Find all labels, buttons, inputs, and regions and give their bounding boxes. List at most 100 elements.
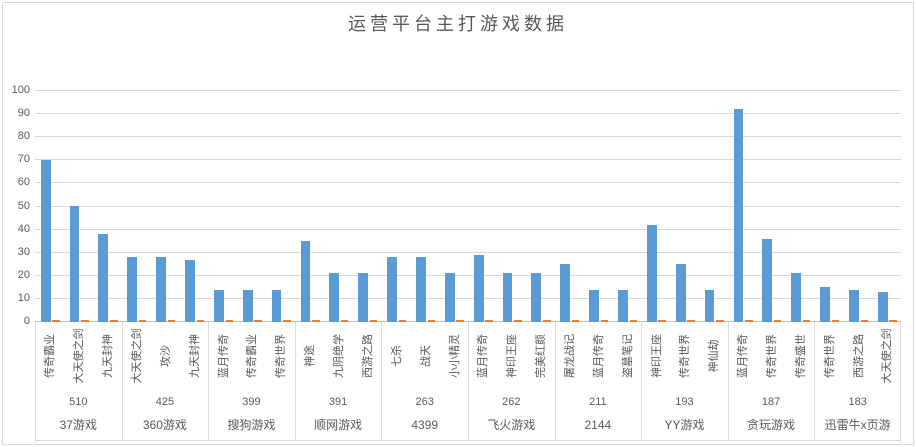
value-bar (618, 290, 628, 322)
value-bar (704, 290, 715, 322)
bar-group-game-labels: 传奇霸业 大天使之剑 九天封神 (35, 322, 122, 390)
group-total-label: 183 (848, 396, 867, 408)
game-label: 大天使之剑 (73, 328, 86, 384)
value-bar (877, 292, 888, 322)
category-groups: 传奇霸业 大天使之剑 九天封神 510 37游戏 大天使之剑 攻沙 九天封神 425 360游戏 蓝… (35, 91, 901, 441)
game-label-cell: 传奇世界 (670, 322, 699, 390)
value-bar (733, 109, 744, 322)
bar-cell (179, 91, 208, 322)
game-label: 攻沙 (159, 345, 172, 367)
marker-bar (52, 320, 60, 322)
gridline (35, 90, 901, 91)
marker-bar (687, 320, 695, 322)
marker-bar (543, 320, 551, 322)
game-label-cell: 神印王座 (497, 322, 526, 390)
y-axis-tick-label: 60 (17, 176, 30, 189)
game-label: 盗墓笔记 (621, 334, 634, 378)
bar-group-bars (641, 91, 728, 322)
value-bar (762, 239, 773, 322)
bar-group-game-labels: 蓝月传奇 传奇霸业 传奇世界 (208, 322, 295, 390)
game-label-cell: 屠龙战记 (555, 322, 584, 390)
chart-title: 运营平台主打游戏数据 (348, 14, 568, 34)
gridline (35, 205, 901, 207)
group-separator (900, 322, 901, 440)
bar-group-game-labels: 大天使之剑 攻沙 九天封神 (122, 322, 209, 390)
bar-cell (439, 91, 468, 322)
bar-cell (468, 91, 497, 322)
bar-cell (353, 91, 382, 322)
marker-bar (456, 320, 464, 322)
value-bar (358, 273, 369, 322)
game-label-cell: 大天使之剑 (64, 322, 93, 390)
game-label: 神印王座 (506, 334, 519, 378)
game-label: 神仙劫 (708, 339, 721, 373)
game-label: 屠龙战记 (563, 334, 576, 378)
bar-group: 大天使之剑 攻沙 九天封神 425 360游戏 (122, 91, 209, 441)
bar-cell (526, 91, 555, 322)
y-axis-tick-label: 20 (17, 268, 30, 281)
platform-label: 贪玩游戏 (747, 418, 796, 432)
value-bar (185, 260, 195, 322)
game-label-cell: 传奇世界 (266, 322, 295, 390)
y-axis-tick-label: 10 (17, 291, 30, 304)
value-bar (473, 255, 484, 322)
game-label: 传奇世界 (679, 334, 692, 378)
game-label: 蓝月传奇 (592, 334, 605, 378)
group-separator (381, 322, 383, 440)
value-bar (848, 290, 859, 322)
bar-cell (237, 91, 266, 322)
y-axis-tick-label: 30 (17, 245, 30, 258)
group-separator (814, 322, 816, 440)
game-label: 小小精灵 (448, 334, 461, 378)
bar-cell (699, 91, 728, 322)
marker-bar (716, 320, 724, 322)
gridline (35, 136, 901, 138)
marker-bar (81, 320, 89, 322)
value-bar (820, 287, 830, 322)
marker-bar (312, 320, 320, 322)
bar-cell (757, 91, 786, 322)
bar-group-bars (555, 91, 642, 322)
value-bar (300, 241, 311, 322)
bar-cell (208, 91, 237, 322)
bar-cell (122, 91, 151, 322)
marker-bar (802, 320, 811, 322)
game-label-cell: 大天使之剑 (122, 322, 151, 390)
y-axis-tick-label: 100 (11, 84, 30, 96)
value-bar (502, 273, 513, 322)
gridline (35, 274, 901, 276)
y-axis-tick-label: 70 (17, 153, 30, 166)
bar-group-bars (295, 91, 382, 322)
group-separator (727, 322, 729, 440)
gridline (35, 159, 901, 161)
bar-group-bars (381, 91, 468, 322)
marker-bar (225, 320, 233, 322)
game-label: 西游之路 (361, 334, 374, 378)
group-separator (641, 322, 643, 440)
bar-cell (583, 91, 612, 322)
game-label-cell: 传奇霸业 (237, 322, 266, 390)
bar-group: 蓝月传奇 神印王座 完美红颜 262 飞火游戏 (468, 91, 555, 441)
platform-label: YY游戏 (664, 418, 705, 432)
game-label: 大天使之剑 (881, 328, 894, 384)
game-label-cell: 蓝月传奇 (583, 322, 612, 390)
group-total-label: 187 (761, 396, 781, 408)
game-label-cell: 大天使之剑 (872, 322, 901, 390)
marker-bar (283, 320, 291, 322)
bar-cell (814, 91, 843, 322)
bar-group-bars (35, 91, 122, 322)
bar-group-bars (468, 91, 555, 322)
game-label: 蓝月传奇 (737, 334, 750, 378)
value-bar (416, 257, 426, 322)
game-label-cell: 传奇霸业 (35, 322, 64, 390)
game-label-cell: 小小精灵 (439, 322, 468, 390)
bar-group-game-labels: 七杀 战天 小小精灵 (381, 322, 468, 390)
value-bar (127, 257, 138, 322)
gridline (35, 251, 901, 253)
bar-cell (555, 91, 584, 322)
value-bar (242, 290, 253, 322)
game-label: 战天 (419, 345, 432, 367)
x-axis-line (35, 321, 901, 322)
game-label: 传奇盛世 (794, 334, 807, 378)
value-bar (560, 264, 571, 322)
